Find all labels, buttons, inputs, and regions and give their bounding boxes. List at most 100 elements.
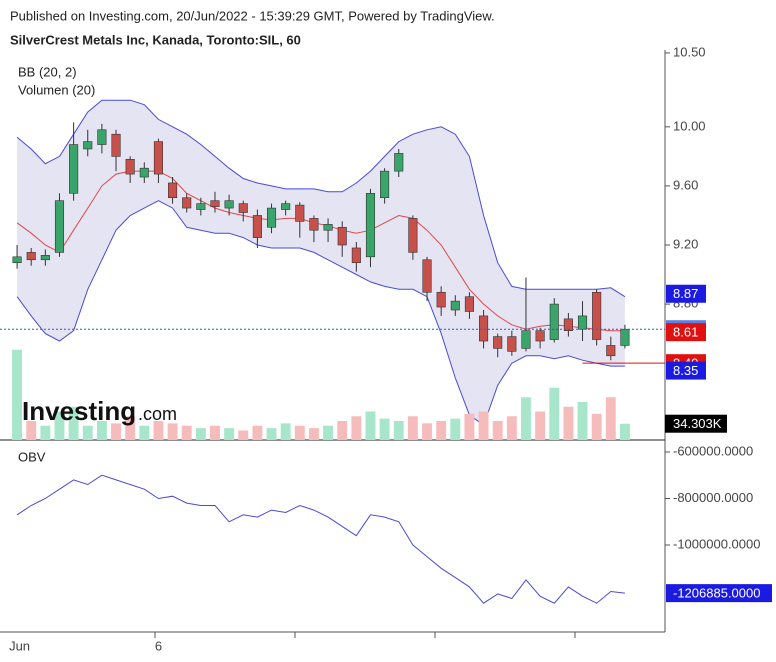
candle-body <box>139 167 149 178</box>
volume-bar <box>591 413 602 440</box>
indicator-label: Volumen (20) <box>18 82 95 97</box>
candle-body <box>26 252 36 261</box>
candle-body <box>479 315 489 342</box>
volume-bar <box>82 425 93 440</box>
volume-bar <box>195 428 206 440</box>
volume-bar <box>619 423 630 440</box>
volume-bar <box>68 406 79 440</box>
candle-body <box>238 203 248 213</box>
volume-bar <box>535 411 546 440</box>
bb-upper <box>16 99 626 298</box>
volume-bar <box>252 425 263 440</box>
candle-body <box>196 203 206 210</box>
volume-bar <box>12 349 23 440</box>
candle-body <box>422 259 432 293</box>
volume-bar <box>365 411 376 440</box>
y-tick-label: 9.60 <box>673 177 698 192</box>
price-badge <box>666 584 772 603</box>
volume-bar <box>506 416 517 440</box>
candle-body <box>168 182 178 199</box>
volume-badge <box>665 414 727 433</box>
volume-bar <box>54 411 65 440</box>
bb-middle <box>16 170 625 332</box>
volume-bar <box>549 387 560 440</box>
volume-bar <box>323 425 334 440</box>
volume-bar <box>167 423 178 440</box>
candle-body <box>83 141 93 150</box>
candle-body <box>111 133 121 157</box>
candle-body <box>507 336 517 352</box>
candle-body <box>182 197 192 209</box>
candle-body <box>521 330 531 349</box>
plot-area <box>0 99 665 604</box>
candle-body <box>450 300 460 311</box>
logo: Investing <box>22 396 136 426</box>
candle-body <box>125 159 135 175</box>
bb-fill <box>17 100 625 426</box>
candle-body <box>40 255 50 261</box>
volume-bar <box>422 423 432 440</box>
candle-body <box>69 144 79 194</box>
candle-body <box>606 345 616 357</box>
candle-body <box>295 204 305 222</box>
candle-body <box>224 200 234 209</box>
price-badge <box>666 323 706 342</box>
candle-body <box>563 318 573 331</box>
price-badge-label: -1206885.0000 <box>673 586 760 601</box>
candle-body <box>408 218 418 253</box>
candle-body <box>337 226 347 246</box>
published-line: Published on Investing.com, 20/Jun/2022 … <box>10 8 495 23</box>
volume-bar <box>563 406 574 440</box>
obv-line <box>16 474 625 604</box>
candle-body <box>365 192 376 258</box>
volume-bar <box>521 397 531 440</box>
x-ticks <box>154 632 576 638</box>
price-badge-label: 8.35 <box>673 363 698 378</box>
candle-body <box>97 129 107 145</box>
volume-bar <box>210 425 220 440</box>
volume-badge-label: 34.303K <box>673 416 722 431</box>
volume-bar <box>181 425 192 440</box>
y-tick-label: 10.00 <box>673 118 706 133</box>
volume-bar <box>351 416 362 440</box>
candle-body <box>620 328 630 346</box>
symbol-title: SilverCrest Metals Inc, Kanada, Toronto:… <box>10 32 301 47</box>
volume-bar <box>436 421 447 440</box>
candle-body <box>252 215 262 238</box>
bb-lower <box>16 200 625 426</box>
volume-bar <box>478 411 489 440</box>
candle-body <box>436 291 446 308</box>
volume-bar <box>224 428 235 440</box>
price-badge-label: 8.87 <box>673 286 698 301</box>
candle-body <box>54 200 65 253</box>
volume-bar <box>450 418 461 440</box>
volume-bar <box>337 421 348 440</box>
indicator-label: BB (20, 2) <box>18 64 77 79</box>
volume-bar <box>393 421 404 440</box>
candle-body <box>351 247 361 264</box>
volume-bar <box>464 413 475 440</box>
volume-bar <box>294 425 305 440</box>
candle-body <box>380 170 390 199</box>
volume-bar <box>26 421 37 440</box>
candle-body <box>493 336 503 349</box>
volume-bar <box>492 421 503 440</box>
candle-body <box>266 207 277 228</box>
volume-bar <box>111 423 121 440</box>
candle-body <box>309 218 319 231</box>
volume-bar <box>280 423 291 440</box>
volume-bar <box>96 421 107 440</box>
y-tick-label: 10.50 <box>673 44 706 59</box>
candle-body <box>281 203 291 210</box>
logo-suffix: .com <box>138 404 177 424</box>
candle-body <box>323 224 333 231</box>
volume-bar <box>605 397 616 440</box>
candle-body <box>394 153 404 172</box>
volume-bar <box>238 430 249 440</box>
volume-bar <box>407 416 418 440</box>
volume-bar <box>379 418 390 440</box>
volume-bar <box>139 425 150 440</box>
candle-body <box>464 296 474 312</box>
